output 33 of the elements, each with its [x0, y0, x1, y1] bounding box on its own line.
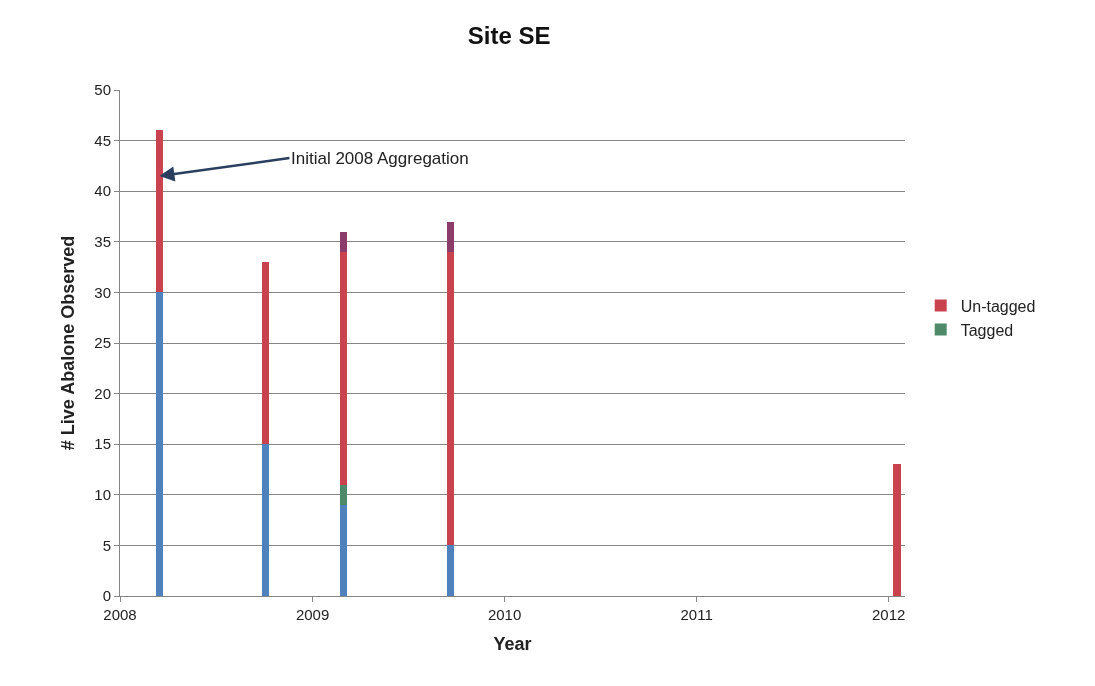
bar [446, 221, 455, 252]
legend-label: Tagged [960, 321, 1014, 339]
y-tick-label: 40 [94, 182, 111, 200]
x-tick-label: 2008 [103, 606, 137, 623]
bar [893, 464, 901, 596]
y-tick-label: 20 [94, 384, 111, 402]
x-tick-label: 2010 [487, 606, 522, 623]
bar [262, 444, 270, 596]
y-axis-title: # Live Abalone Observed [57, 235, 78, 451]
y-tick-label: 50 [94, 81, 111, 99]
y-tick-label: 0 [102, 587, 111, 605]
bar [155, 292, 164, 596]
x-tick-label: 2009 [295, 606, 330, 623]
bar [339, 504, 348, 596]
bar [339, 484, 348, 505]
legend-label: Un-tagged [960, 297, 1036, 315]
y-tick-label: 30 [94, 283, 111, 301]
y-tick-label: 25 [94, 334, 111, 352]
y-tick-label: 5 [102, 536, 111, 554]
y-tick-label: 45 [94, 131, 111, 149]
bar [262, 262, 270, 445]
chart-title: Site SE [467, 22, 551, 50]
x-tick-label: 2012 [872, 606, 906, 623]
y-tick-label: 35 [94, 233, 111, 251]
bar [339, 231, 348, 252]
annotation: Initial 2008 Aggregation [291, 149, 469, 168]
bar [446, 251, 455, 546]
x-tick-label: 2011 [680, 606, 713, 623]
y-tick-label: 15 [94, 435, 111, 453]
bar [339, 251, 348, 485]
x-axis-title: Year [493, 634, 532, 655]
bar [446, 545, 455, 596]
y-tick-label: 10 [94, 486, 111, 504]
